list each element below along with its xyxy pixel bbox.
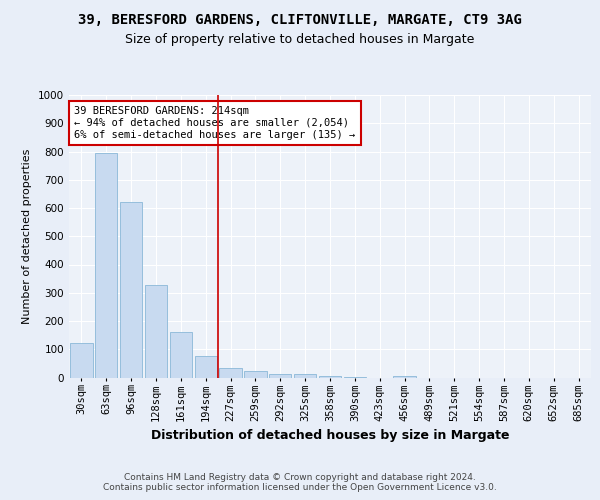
Bar <box>120 202 142 378</box>
Text: 39 BERESFORD GARDENS: 214sqm
← 94% of detached houses are smaller (2,054)
6% of : 39 BERESFORD GARDENS: 214sqm ← 94% of de… <box>74 106 355 140</box>
Bar <box>294 374 316 378</box>
Bar <box>70 343 92 378</box>
Bar <box>220 368 242 378</box>
Bar <box>145 285 167 378</box>
Bar <box>194 356 217 378</box>
Text: Contains HM Land Registry data © Crown copyright and database right 2024.
Contai: Contains HM Land Registry data © Crown c… <box>103 473 497 492</box>
X-axis label: Distribution of detached houses by size in Margate: Distribution of detached houses by size … <box>151 429 509 442</box>
Y-axis label: Number of detached properties: Number of detached properties <box>22 148 32 324</box>
Text: Size of property relative to detached houses in Margate: Size of property relative to detached ho… <box>125 32 475 46</box>
Bar <box>394 376 416 378</box>
Text: 39, BERESFORD GARDENS, CLIFTONVILLE, MARGATE, CT9 3AG: 39, BERESFORD GARDENS, CLIFTONVILLE, MAR… <box>78 12 522 26</box>
Bar <box>95 153 118 378</box>
Bar <box>244 372 266 378</box>
Bar <box>344 377 366 378</box>
Bar <box>319 376 341 378</box>
Bar <box>269 374 292 378</box>
Bar <box>170 332 192 378</box>
